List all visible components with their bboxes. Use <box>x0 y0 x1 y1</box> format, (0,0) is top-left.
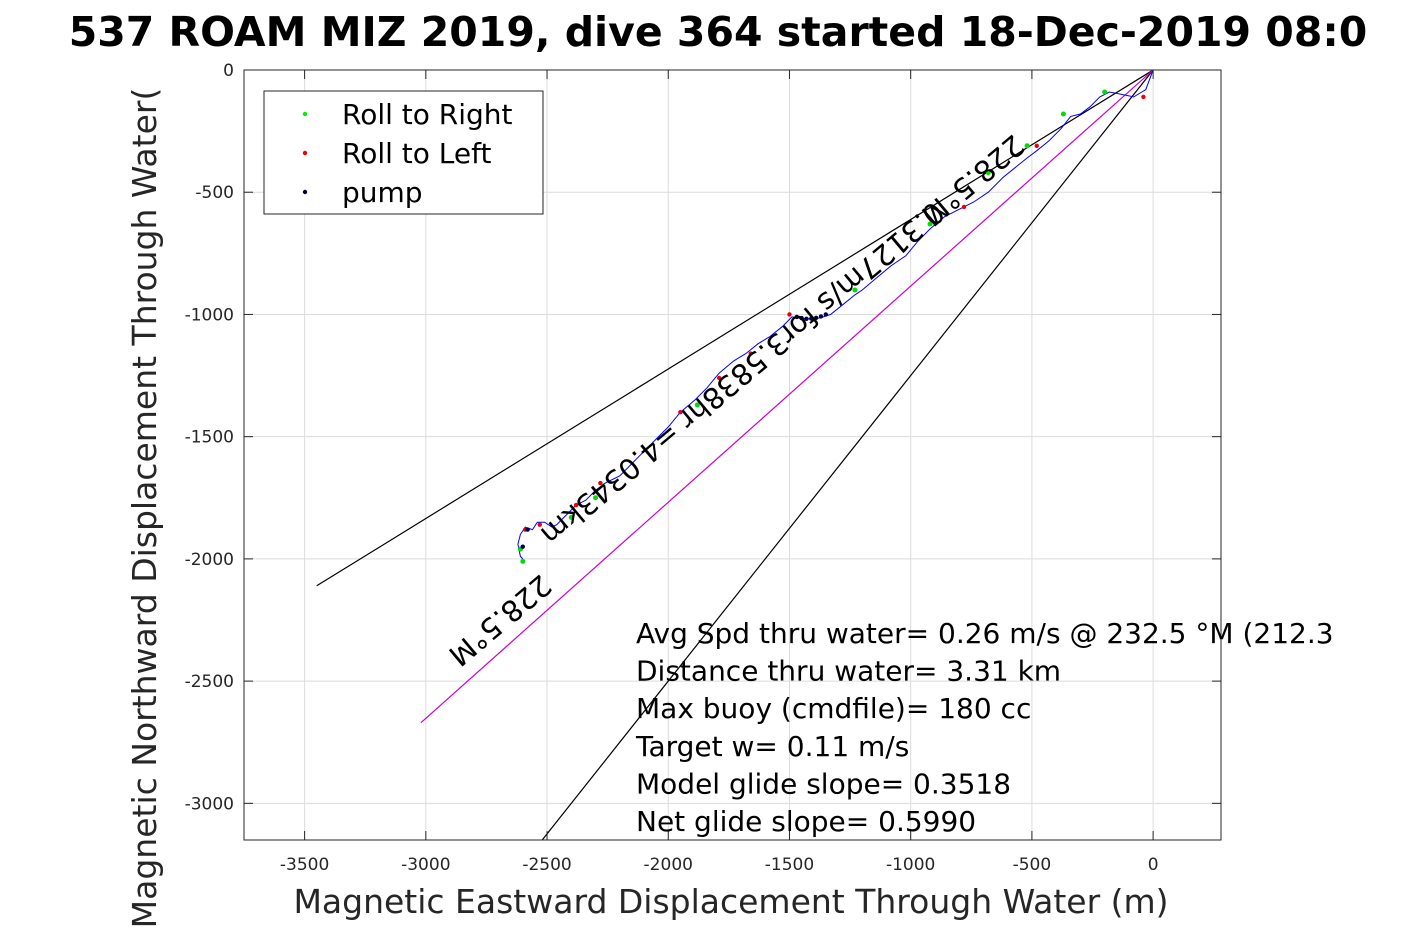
pump-point <box>794 314 799 320</box>
y-tick-label: -2000 <box>185 550 234 570</box>
legend-marker <box>302 111 308 117</box>
roll-left-point <box>1141 94 1146 100</box>
roll-left-point <box>678 410 683 415</box>
legend-box <box>263 90 544 215</box>
roll-right-point <box>1060 111 1066 117</box>
roll-right-point <box>1102 89 1108 95</box>
x-tick-label: -2500 <box>522 855 571 875</box>
roll-right-point <box>593 495 599 501</box>
y-tick-label: -2500 <box>185 672 234 692</box>
data-layer <box>316 70 1154 840</box>
y-tick-label: -1500 <box>185 428 234 448</box>
roll-left-point <box>573 502 579 508</box>
reference-line <box>316 70 1154 587</box>
x-tick-label: 0 <box>1148 855 1159 875</box>
roll-right-point <box>927 221 933 227</box>
roll-right-point <box>520 558 526 564</box>
x-tick-label: -3500 <box>280 855 329 875</box>
pump-point <box>799 315 804 321</box>
annotation-line: Distance thru water= 3.31 km <box>636 655 1061 688</box>
legend: Roll to Right Roll to Left pump <box>263 90 544 215</box>
legend-label: Roll to Left <box>342 137 491 170</box>
roll-left-point <box>537 522 542 527</box>
x-tick-label: -2000 <box>644 855 693 875</box>
pump-point <box>804 316 809 322</box>
roll-right-point <box>985 170 991 176</box>
y-axis-label: Magnetic Northward Displacement Through … <box>125 88 164 929</box>
roll-left-point <box>716 375 722 381</box>
pump-point <box>818 314 824 319</box>
pump-point <box>520 544 525 549</box>
y-tick-label: 0 <box>223 61 234 81</box>
legend-label: pump <box>342 176 423 209</box>
x-tick-label: -1500 <box>765 855 814 875</box>
roll-left-point <box>961 204 967 210</box>
pump-point <box>809 316 814 321</box>
reference-line <box>541 70 1154 840</box>
roll-right-point <box>568 514 574 520</box>
roll-left-point <box>1034 143 1039 148</box>
y-tick-label: -500 <box>195 183 234 203</box>
pump-point <box>823 312 829 317</box>
annotation-line: Avg Spd thru water= 0.26 m/s @ 232.5 °M … <box>636 617 1334 650</box>
x-axis-label: Magnetic Eastward Displacement Through W… <box>293 882 1168 921</box>
pump-point <box>525 527 530 532</box>
roll-right-point <box>1024 143 1030 149</box>
roll-left-point <box>748 351 753 356</box>
legend-label: Roll to Right <box>342 98 513 131</box>
plot-frame <box>243 69 1222 841</box>
annotation-line: Target w= 0.11 m/s <box>635 730 909 763</box>
legend-marker <box>302 189 308 195</box>
y-tick-label: -3000 <box>185 794 234 814</box>
roll-left-point <box>787 312 792 317</box>
annotation-block: Avg Spd thru water= 0.26 m/s @ 232.5 °M … <box>635 617 1334 838</box>
annotation-line: Model glide slope= 0.3518 <box>636 767 1011 800</box>
roll-left-point <box>598 480 603 486</box>
x-tick-label: -3000 <box>401 855 450 875</box>
x-tick-label: -1000 <box>886 855 935 875</box>
y-tick-label: -1000 <box>185 305 234 325</box>
legend-marker <box>302 150 308 156</box>
pump-point <box>813 315 819 321</box>
annotation-line: Max buoy (cmdfile)= 180 cc <box>636 692 1031 725</box>
roll-right-point <box>694 402 700 408</box>
roll-right-point <box>852 287 858 293</box>
tick-layer: -3500 -3000 -2500 -2000 -1500 -1000 -500 0 0 -500… <box>185 61 1221 875</box>
reference-line <box>420 70 1154 724</box>
x-tick-label: -500 <box>1013 855 1052 875</box>
annotation-line: Net glide slope= 0.5990 <box>636 805 976 838</box>
chart-title: 537 ROAM MIZ 2019, dive 364 started 18-D… <box>69 8 1368 56</box>
